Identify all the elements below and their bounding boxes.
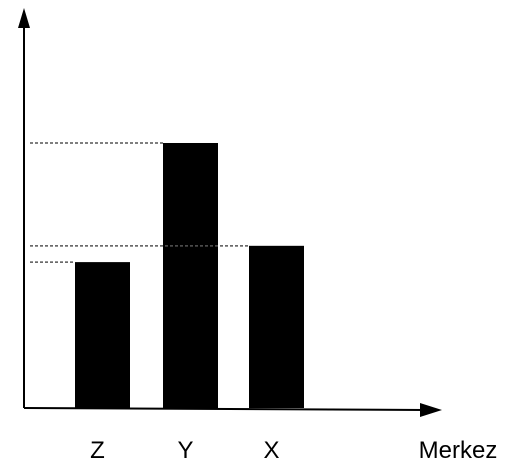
x-axis-label: Merkez xyxy=(419,437,498,464)
x-tick-label: X xyxy=(263,437,279,464)
x-axis xyxy=(23,407,426,411)
x-tick-label: Z xyxy=(90,437,105,464)
bar xyxy=(163,142,218,408)
bar xyxy=(75,262,130,408)
x-tick-label: Y xyxy=(177,437,193,464)
x-axis-arrow xyxy=(420,403,442,417)
y-axis-arrow xyxy=(18,8,30,28)
bar xyxy=(249,245,304,408)
